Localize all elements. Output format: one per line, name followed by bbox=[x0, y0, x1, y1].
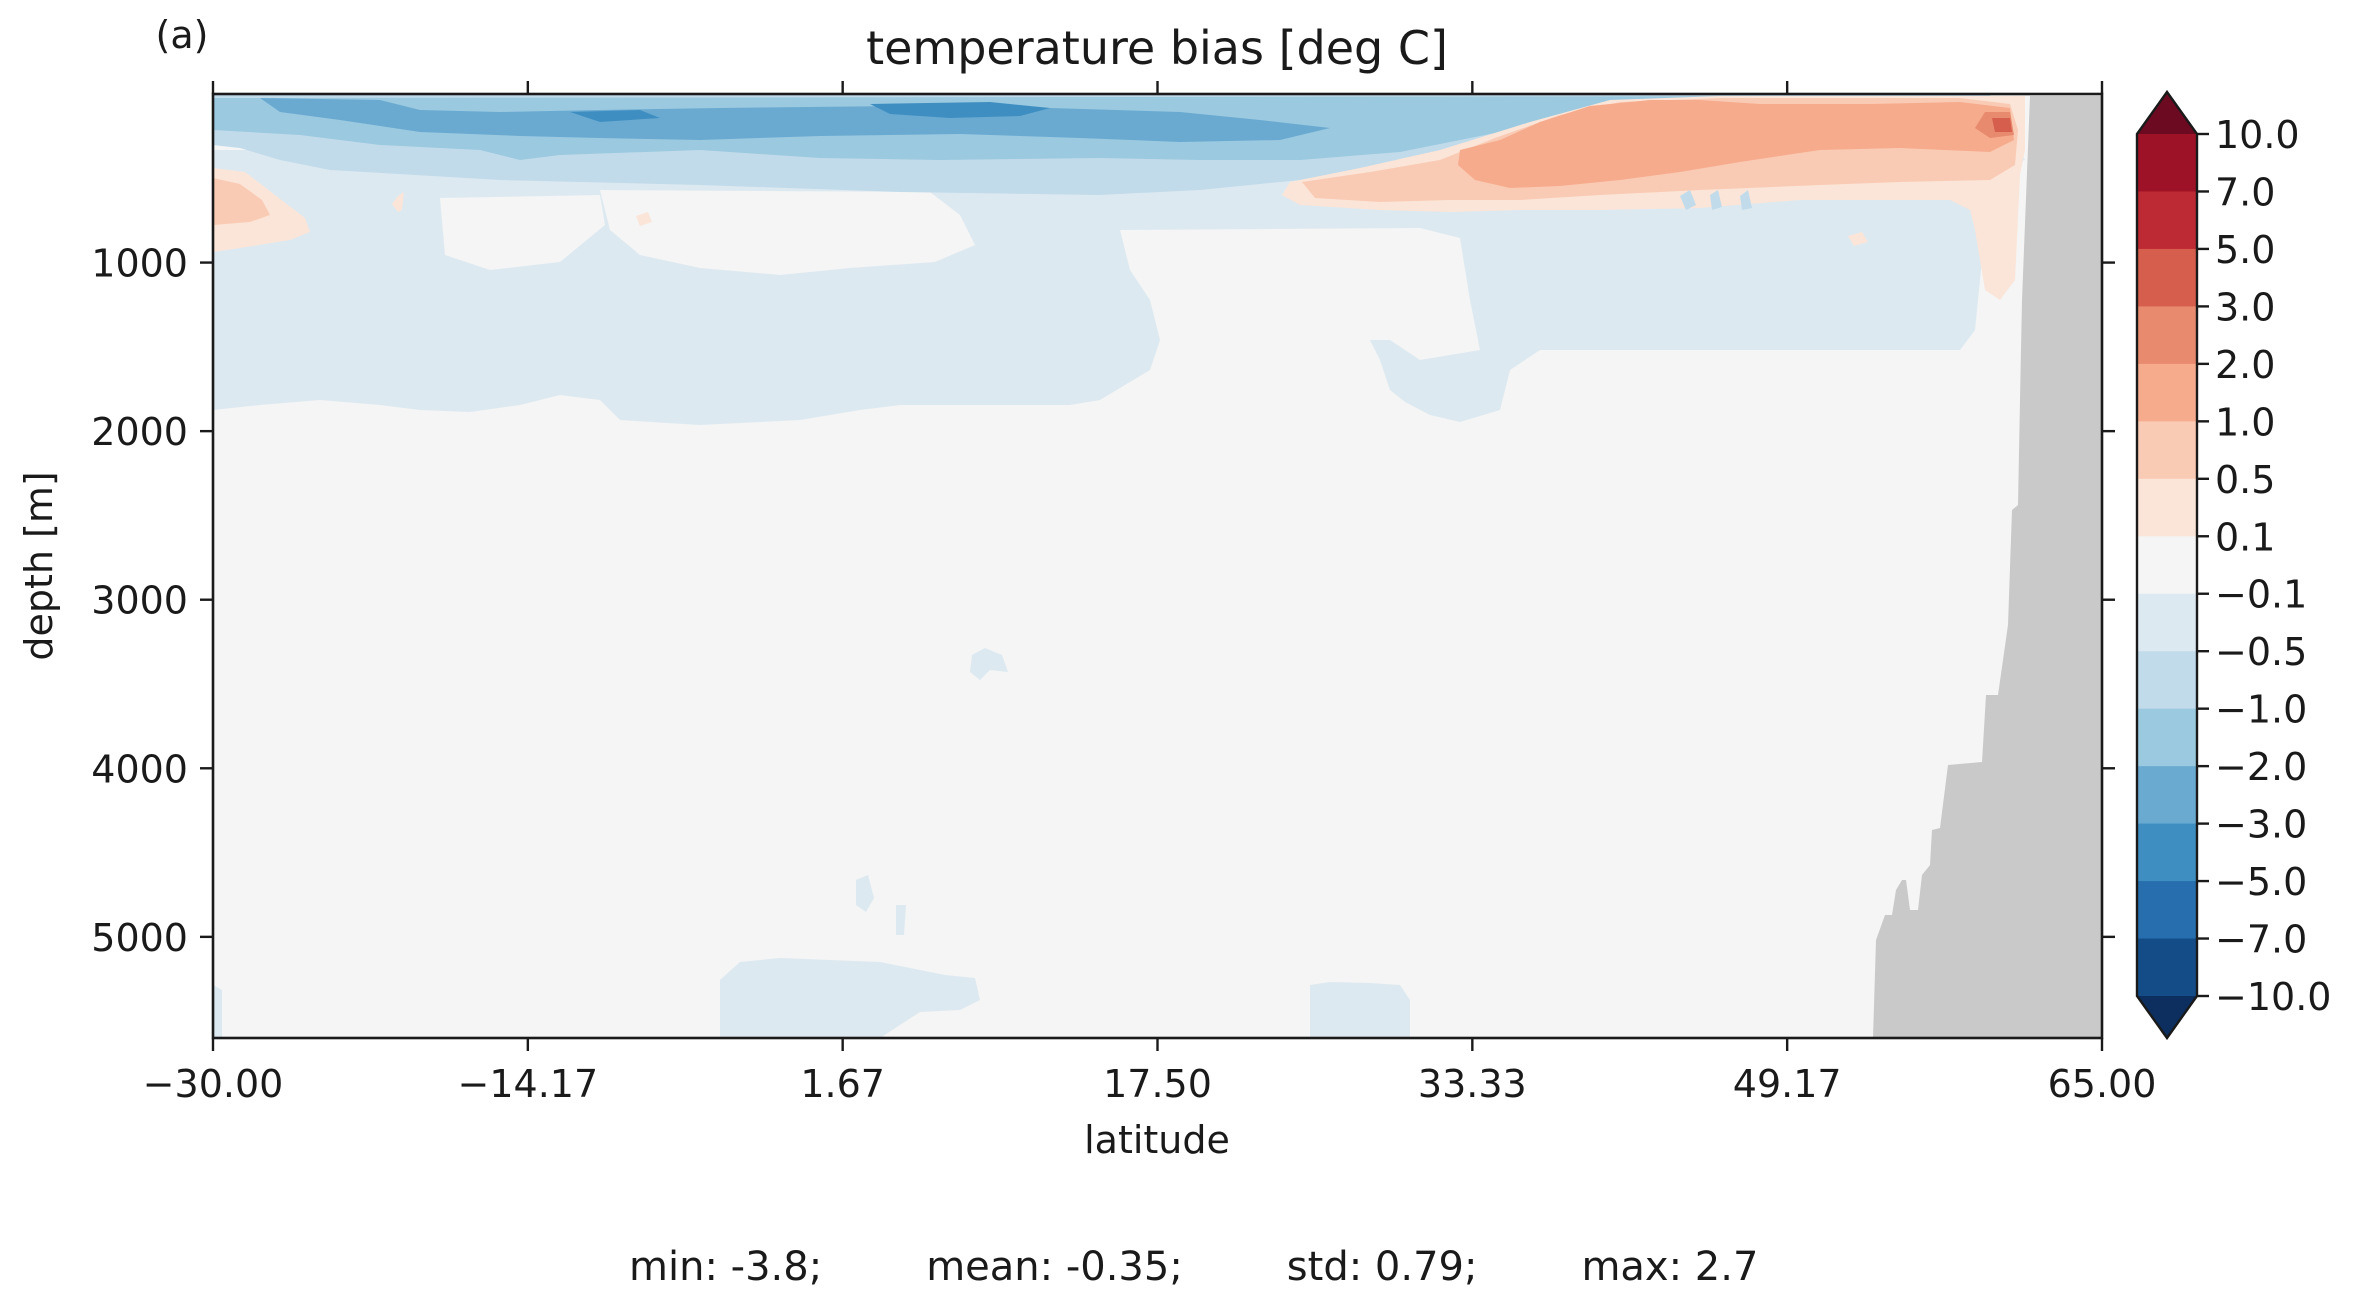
stat-std: std: 0.79; bbox=[1286, 1244, 1478, 1290]
colorbar-tick-label: −3.0 bbox=[2215, 803, 2307, 847]
y-tick-label: 3000 bbox=[91, 579, 188, 623]
colorbar-tick-label: −1.0 bbox=[2215, 688, 2307, 732]
colorbar-tick-label: −7.0 bbox=[2215, 918, 2307, 962]
colorbar-tick-label: −10.0 bbox=[2215, 975, 2331, 1019]
contour-negative-2 bbox=[260, 98, 1330, 142]
contour-weak-negative bbox=[896, 905, 906, 935]
colorbar-segment bbox=[2137, 651, 2197, 710]
x-axis-label: latitude bbox=[1084, 1118, 1230, 1162]
contour-positive-3 bbox=[1992, 118, 2012, 132]
colorbar-tick-label: 2.0 bbox=[2215, 343, 2275, 387]
contour-near-zero-patch bbox=[1120, 228, 1480, 360]
y-axis: 1000 2000 3000 4000 5000 bbox=[91, 242, 2115, 960]
colorbar-tick-label: 0.1 bbox=[2215, 515, 2275, 559]
contour-weak-negative bbox=[1310, 982, 1410, 1038]
colorbar-tick-label: 1.0 bbox=[2215, 400, 2275, 444]
colorbar-extend-bottom bbox=[2137, 996, 2197, 1038]
colorbar: 10.0 7.0 5.0 3.0 2.0 1.0 0.5 0.1 −0.1 −0.5 −1.0 −2.… bbox=[2135, 89, 2331, 1041]
chart-figure: −30.00 −14.17 1.67 17.50 33.33 49.17 65.00 100… bbox=[17, 13, 2331, 1162]
colorbar-segment bbox=[2137, 134, 2197, 193]
colorbar-segment bbox=[2137, 593, 2197, 652]
stat-mean: mean: -0.35; bbox=[926, 1244, 1183, 1290]
x-tick-label: −30.00 bbox=[143, 1062, 284, 1106]
colorbar-tick-label: −0.1 bbox=[2215, 573, 2307, 617]
colorbar-tick-label: 5.0 bbox=[2215, 228, 2275, 272]
contour-negative-3 bbox=[570, 110, 660, 122]
contour-positive-0.1 bbox=[1848, 232, 1868, 246]
colorbar-tick-label: 0.5 bbox=[2215, 458, 2275, 502]
contour-weak-negative bbox=[720, 958, 980, 1038]
colorbar-segment bbox=[2137, 478, 2197, 537]
plot-area bbox=[213, 94, 2102, 1038]
contour-positive-0.5 bbox=[213, 178, 270, 225]
contour-negative-3 bbox=[870, 102, 1050, 118]
colorbar-tick-label: −0.5 bbox=[2215, 630, 2307, 674]
colorbar-tick-label: 10.0 bbox=[2215, 113, 2300, 157]
colorbar-segment bbox=[2137, 823, 2197, 882]
contour-near-zero-patch bbox=[440, 195, 605, 270]
colorbar-segment bbox=[2137, 248, 2197, 307]
land-mask bbox=[1873, 96, 2102, 1038]
colorbar-tick-label: −5.0 bbox=[2215, 860, 2307, 904]
y-axis-label: depth [m] bbox=[17, 471, 61, 660]
colorbar-segment bbox=[2137, 191, 2197, 250]
colorbar-segment bbox=[2137, 363, 2197, 422]
colorbar-segment bbox=[2137, 708, 2197, 767]
x-tick-label: 65.00 bbox=[2048, 1062, 2157, 1106]
stat-max: max: 2.7 bbox=[1581, 1244, 1759, 1290]
colorbar-tick-label: 3.0 bbox=[2215, 285, 2275, 329]
x-tick-label: 33.33 bbox=[1418, 1062, 1527, 1106]
contour-negative-0.5 bbox=[1680, 190, 1752, 210]
stats-line: min: -3.8; mean: -0.35; std: 0.79; max: 2.7 bbox=[0, 1198, 2362, 1290]
colorbar-segment bbox=[2137, 536, 2197, 595]
panel-label: (a) bbox=[156, 13, 209, 57]
contour-positive-1 bbox=[1458, 100, 2014, 188]
colorbar-segment bbox=[2137, 306, 2197, 365]
colorbar-segment bbox=[2137, 881, 2197, 940]
colorbar-tick-label: −2.0 bbox=[2215, 745, 2307, 789]
chart-title: temperature bias [deg C] bbox=[866, 21, 1448, 75]
x-tick-label: 1.67 bbox=[800, 1062, 885, 1106]
y-tick-label: 5000 bbox=[91, 916, 188, 960]
y-tick-label: 4000 bbox=[91, 747, 188, 791]
y-tick-label: 2000 bbox=[91, 410, 188, 454]
x-tick-label: −14.17 bbox=[458, 1062, 599, 1106]
x-tick-label: 49.17 bbox=[1733, 1062, 1842, 1106]
contour-positive-0.1 bbox=[636, 212, 652, 226]
colorbar-segment bbox=[2137, 766, 2197, 825]
contour-near-zero-patch bbox=[600, 190, 975, 275]
contour-weak-negative bbox=[213, 985, 222, 1038]
x-axis: −30.00 −14.17 1.67 17.50 33.33 49.17 65.00 bbox=[143, 81, 2157, 1106]
contour-weak-negative bbox=[856, 875, 874, 912]
stat-min: min: -3.8; bbox=[629, 1244, 823, 1290]
colorbar-segment bbox=[2137, 938, 2197, 997]
y-tick-label: 1000 bbox=[91, 242, 188, 286]
colorbar-segment bbox=[2137, 421, 2197, 480]
x-tick-label: 17.50 bbox=[1103, 1062, 1212, 1106]
contour-weak-negative bbox=[970, 648, 1008, 680]
colorbar-extend-top bbox=[2137, 92, 2197, 134]
contour-positive-0.1 bbox=[392, 192, 404, 212]
colorbar-tick-label: 7.0 bbox=[2215, 170, 2275, 214]
